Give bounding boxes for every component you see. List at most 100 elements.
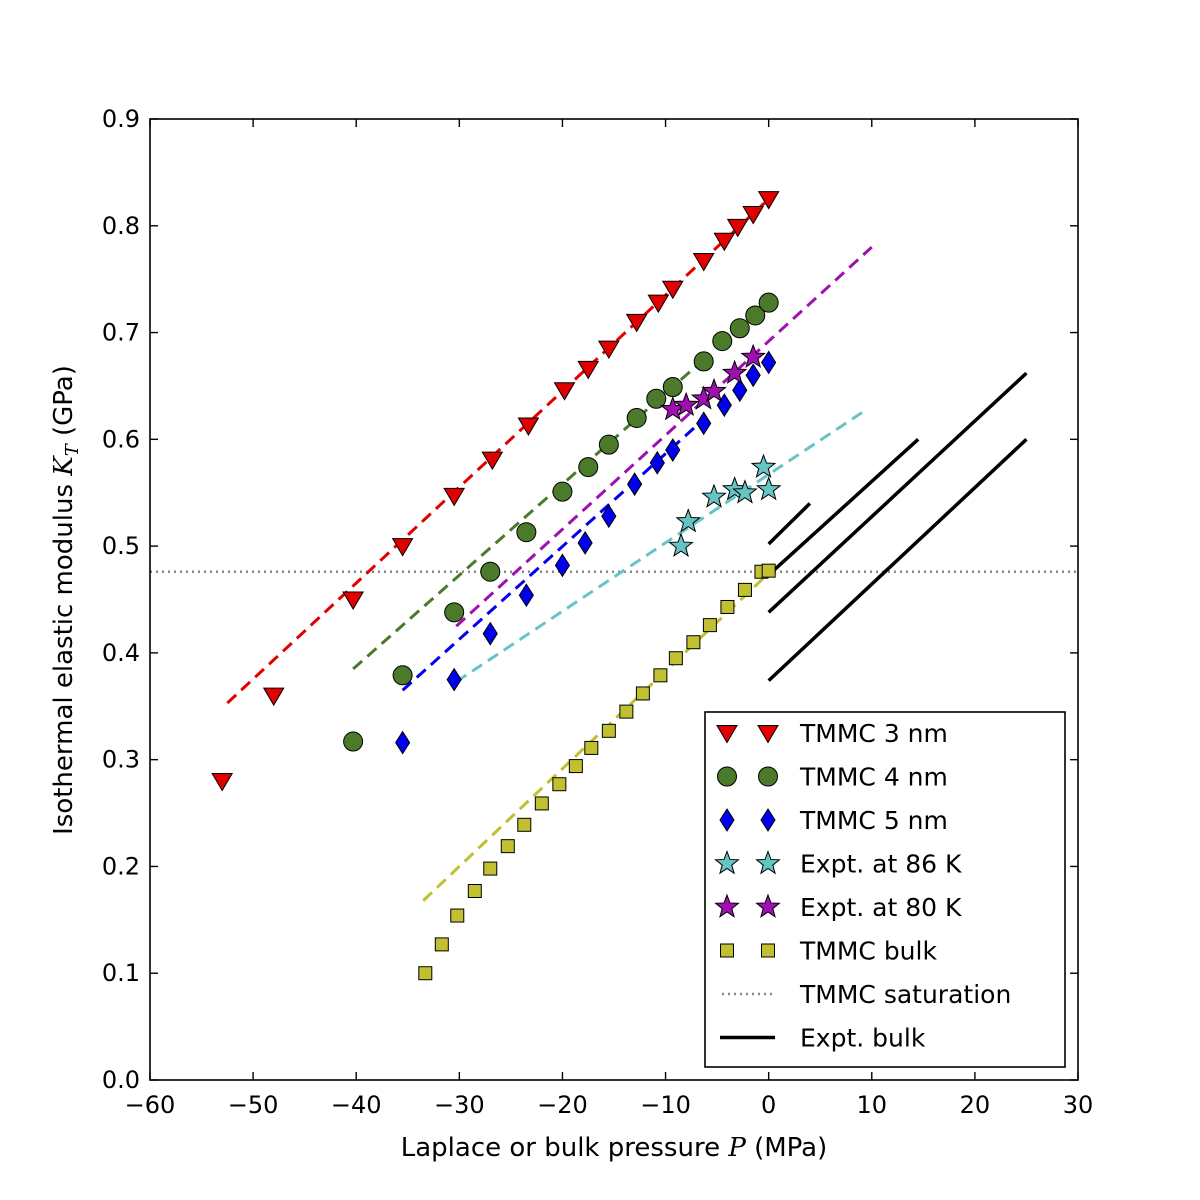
data-point-tmmc-bulk	[601, 723, 616, 738]
data-point-tmmc-bulk	[761, 563, 776, 578]
legend-item-tmmc-3-nm: TMMC 3 nm	[716, 719, 948, 748]
data-point-tmmc-bulk	[702, 618, 717, 633]
y-tick-label: 0.3	[102, 746, 140, 774]
data-point-tmmc-5-nm	[627, 472, 643, 497]
legend-label: TMMC 3 nm	[799, 719, 948, 748]
x-tick-label: 20	[960, 1091, 991, 1119]
data-point-tmmc-5-nm	[446, 667, 462, 692]
legend-item-expt-at-86-k: Expt. at 86 K	[714, 850, 962, 879]
x-axis-label-prefix: Laplace or bulk pressure	[401, 1133, 729, 1163]
data-point-tmmc-5-nm	[482, 621, 498, 646]
data-point-tmmc-4-nm	[693, 351, 714, 372]
y-tick-label: 0.4	[102, 639, 140, 667]
plot-frame	[149, 118, 1079, 1081]
x-tick-label: −30	[434, 1091, 485, 1119]
legend-marker	[755, 893, 781, 918]
data-point-tmmc-4-nm	[480, 561, 501, 582]
data-point-tmmc-3-nm	[391, 538, 414, 557]
data-point-tmmc-4-nm	[662, 377, 683, 398]
legend-marker	[760, 808, 776, 832]
legend-marker	[758, 766, 778, 787]
legend-item-tmmc-saturation: TMMC saturation	[722, 980, 1011, 1009]
x-tick-label: −20	[537, 1091, 588, 1119]
x-tick-label: −50	[228, 1091, 279, 1119]
data-point-tmmc-bulk	[686, 635, 701, 650]
data-point-tmmc-bulk	[635, 686, 650, 701]
data-point-tmmc-bulk	[720, 599, 735, 614]
x-tick-label: 10	[857, 1091, 888, 1119]
data-point-tmmc-3-nm	[577, 360, 600, 380]
data-point-tmmc-bulk	[517, 817, 532, 832]
data-point-tmmc-4-nm	[729, 318, 750, 339]
x-axis-label-var: P	[727, 1133, 746, 1163]
expt-bulk-line-1	[767, 502, 812, 546]
data-point-tmmc-bulk	[568, 759, 583, 774]
data-point-tmmc-bulk	[500, 839, 515, 854]
data-point-expt-at-80-k	[721, 359, 748, 385]
data-point-tmmc-4-nm	[758, 292, 779, 313]
data-point-tmmc-5-nm	[601, 504, 617, 529]
series-tmmc-5-nm	[395, 350, 777, 755]
data-point-tmmc-5-nm	[577, 530, 593, 555]
data-point-expt-at-80-k	[701, 377, 727, 403]
data-point-tmmc-3-nm	[625, 313, 648, 333]
y-tick-label: 0.6	[102, 425, 140, 453]
legend-label: Expt. at 80 K	[800, 893, 962, 922]
x-tick-label: −40	[331, 1091, 382, 1119]
data-point-tmmc-3-nm	[443, 487, 466, 507]
y-tick-label: 0.7	[102, 319, 140, 347]
data-point-tmmc-4-nm	[646, 388, 667, 409]
x-axis-label: Laplace or bulk pressure P (MPa)	[401, 1133, 828, 1163]
data-point-tmmc-3-nm	[553, 382, 576, 401]
data-point-tmmc-3-nm	[713, 232, 736, 252]
legend-label: TMMC saturation	[799, 980, 1011, 1009]
data-point-tmmc-bulk	[467, 884, 482, 899]
data-point-tmmc-bulk	[584, 740, 599, 755]
legend: TMMC 3 nm TMMC 4 nm TMMC 5 nm Expt. at 86 K…	[704, 711, 1066, 1068]
y-tick-label: 0.0	[102, 1066, 140, 1094]
data-point-expt-at-86-k	[701, 483, 727, 508]
data-point-tmmc-4-nm	[598, 434, 619, 455]
data-point-tmmc-4-nm	[626, 407, 647, 428]
data-point-tmmc-5-nm	[745, 363, 761, 388]
legend-marker	[714, 893, 740, 918]
data-point-tmmc-4-nm	[578, 457, 599, 478]
y-tick-label: 0.5	[102, 532, 140, 560]
legend-item-expt-at-80-k: Expt. at 80 K	[714, 893, 962, 922]
data-point-expt-at-86-k	[668, 532, 694, 557]
x-tick-label: −10	[640, 1091, 691, 1119]
x-axis: −60 −50 −40 −30 −20 −10 0 10 20 30	[125, 119, 1094, 1119]
data-point-tmmc-4-nm	[552, 481, 573, 502]
data-points-layer	[211, 191, 782, 981]
data-point-expt-at-86-k	[732, 479, 758, 504]
legend-marker	[720, 943, 734, 958]
data-point-tmmc-bulk	[668, 651, 683, 666]
data-point-tmmc-5-nm	[732, 378, 748, 403]
y-axis-label-suffix: (GPa)	[49, 365, 79, 444]
data-point-tmmc-3-nm	[481, 451, 504, 471]
fit-line-tmmc-5-nm	[401, 420, 703, 692]
expt-bulk-line-4	[767, 438, 1028, 682]
data-point-tmmc-3-nm	[647, 294, 670, 314]
data-point-tmmc-bulk	[450, 908, 465, 923]
data-point-tmmc-4-nm	[392, 665, 413, 686]
series-expt-at-86-k	[668, 453, 782, 557]
series-tmmc-4-nm	[343, 292, 779, 752]
data-point-tmmc-5-nm	[518, 583, 534, 608]
data-point-tmmc-4-nm	[516, 522, 537, 543]
data-point-tmmc-4-nm	[745, 305, 766, 326]
x-tick-label: −60	[125, 1091, 176, 1119]
x-tick-label: 30	[1063, 1091, 1094, 1119]
data-point-tmmc-4-nm	[444, 602, 465, 623]
series-expt-at-80-k	[659, 343, 766, 421]
legend-item-expt-bulk: Expt. bulk	[720, 1024, 926, 1053]
data-point-tmmc-3-nm	[342, 591, 365, 610]
data-point-tmmc-5-nm	[554, 553, 571, 578]
data-point-tmmc-5-nm	[761, 350, 777, 375]
data-point-tmmc-bulk	[619, 704, 634, 719]
y-tick-label: 0.9	[102, 105, 140, 133]
legend-marker	[717, 766, 737, 787]
data-point-expt-at-80-k	[740, 343, 766, 368]
data-point-tmmc-bulk	[483, 861, 498, 876]
